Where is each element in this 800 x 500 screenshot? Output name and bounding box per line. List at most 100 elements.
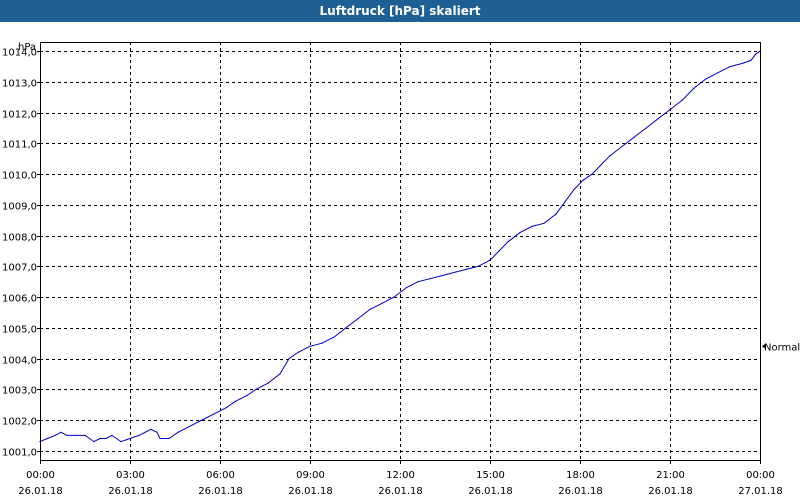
- x-tick-time: 18:00: [566, 470, 595, 481]
- y-tick-label: 1007,0: [2, 263, 37, 274]
- x-tick-date: 27.01.18: [738, 486, 783, 497]
- y-tick-label: 1013,0: [2, 79, 37, 90]
- normal-marker: Normal: [762, 342, 800, 353]
- data-point: [255, 388, 257, 390]
- x-tick-labels: 00:00 26.01.18 03:00 26.01.18 06:00 26.01.18 0…: [18, 470, 783, 497]
- data-point: [309, 345, 311, 347]
- data-point: [201, 419, 203, 421]
- data-point: [111, 434, 113, 436]
- data-point: [543, 222, 545, 224]
- x-tick-time: 09:00: [296, 470, 325, 481]
- y-tick-label: 1008,0: [2, 233, 37, 244]
- data-point: [150, 428, 152, 430]
- data-point: [600, 164, 602, 166]
- data-point: [582, 179, 584, 181]
- data-point: [754, 53, 757, 55]
- data-point: [138, 434, 140, 436]
- y-tick-label: 1004,0: [2, 356, 37, 367]
- data-point: [99, 437, 101, 440]
- data-point: [321, 342, 323, 344]
- series: [39, 50, 761, 443]
- data-point: [60, 431, 62, 433]
- data-point: [519, 232, 521, 234]
- data-point: [246, 394, 248, 397]
- data-point: [39, 441, 41, 443]
- x-tick-time: 12:00: [386, 470, 415, 481]
- x-tick-time: 00:00: [26, 470, 55, 481]
- y-axis-label: hPa: [18, 42, 36, 53]
- x-tick-date: 26.01.18: [198, 486, 243, 497]
- data-point: [621, 145, 623, 148]
- data-point: [213, 413, 215, 415]
- data-point: [498, 250, 500, 252]
- data-point: [46, 437, 49, 440]
- data-point: [531, 225, 533, 227]
- data-point: [189, 425, 191, 427]
- data-point: [681, 99, 683, 101]
- data-point: [234, 401, 236, 403]
- data-point: [477, 265, 479, 267]
- data-point: [288, 358, 290, 360]
- plot-frame: [40, 42, 761, 461]
- data-point: [465, 268, 467, 270]
- y-tick-label: 1010,0: [2, 171, 37, 182]
- data-point: [144, 431, 146, 433]
- data-point: [120, 441, 122, 443]
- y-tick-labels: 1001,0 1002,0 1003,0 1004,0 1005,0 1006,0 1007…: [2, 48, 37, 459]
- data-point: [417, 281, 419, 283]
- data-point: [573, 188, 575, 191]
- data-point: [345, 327, 347, 329]
- data-point: [759, 50, 761, 52]
- data-point: [84, 434, 86, 436]
- data-point: [357, 318, 359, 320]
- y-tick-label: 1005,0: [2, 325, 37, 336]
- data-point: [177, 431, 179, 433]
- data-point: [129, 437, 131, 440]
- data-point: [267, 382, 269, 384]
- x-tick-date: 26.01.18: [558, 486, 603, 497]
- chart-title: Luftdruck [hPa] skaliert: [0, 0, 800, 22]
- x-tick-time: 06:00: [206, 470, 235, 481]
- y-tick-label: 1002,0: [2, 417, 37, 428]
- data-point: [633, 136, 635, 138]
- data-point: [657, 118, 659, 120]
- y-tick-label: 1003,0: [2, 386, 37, 397]
- x-tick-date: 26.01.18: [378, 486, 423, 497]
- data-point: [429, 278, 431, 280]
- data-point: [741, 62, 743, 65]
- data-point: [93, 441, 95, 443]
- data-point: [489, 259, 491, 261]
- data-point: [405, 287, 407, 289]
- data-point: [75, 434, 77, 436]
- data-point: [750, 59, 752, 62]
- data-point: [66, 434, 68, 436]
- x-tick-time: 00:00: [746, 470, 775, 481]
- x-tick-date: 26.01.18: [468, 486, 513, 497]
- data-point: [54, 434, 56, 436]
- data-point: [297, 351, 299, 353]
- y-tick-label: 1014,0: [2, 48, 37, 59]
- data-point: [669, 109, 671, 111]
- data-point: [441, 275, 443, 277]
- data-point: [507, 241, 509, 243]
- data-point: [393, 296, 395, 298]
- x-tick-time: 15:00: [476, 470, 505, 481]
- normal-marker-label: Normal: [764, 342, 800, 353]
- data-point: [369, 308, 371, 310]
- data-point: [564, 201, 566, 203]
- data-point: [729, 66, 731, 68]
- data-point: [591, 173, 593, 175]
- normal-marker-arrow: [762, 343, 766, 350]
- data-point: [609, 155, 611, 157]
- y-tick-label: 1012,0: [2, 110, 37, 121]
- y-tick-label: 1011,0: [2, 140, 37, 151]
- data-point: [156, 431, 158, 433]
- data-point: [555, 213, 557, 215]
- grid: [40, 42, 760, 460]
- x-tick-time: 03:00: [116, 470, 145, 481]
- data-point: [333, 336, 335, 338]
- x-tick-date: 26.01.18: [18, 486, 63, 497]
- data-point: [168, 437, 170, 440]
- data-point: [693, 87, 695, 89]
